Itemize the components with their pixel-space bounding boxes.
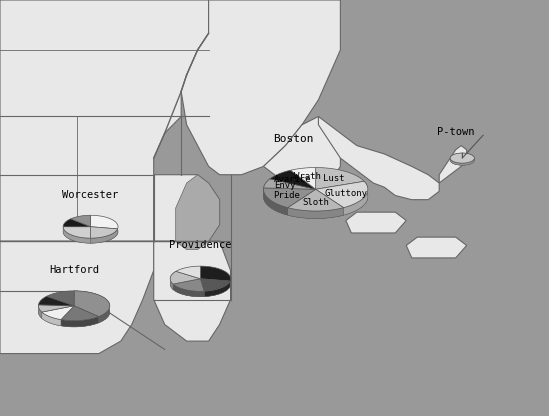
Polygon shape bbox=[200, 266, 231, 281]
Polygon shape bbox=[264, 179, 316, 189]
Polygon shape bbox=[406, 237, 467, 258]
Polygon shape bbox=[264, 116, 340, 191]
Polygon shape bbox=[154, 175, 220, 241]
Polygon shape bbox=[61, 317, 98, 327]
Polygon shape bbox=[38, 305, 74, 312]
Polygon shape bbox=[318, 116, 439, 200]
Polygon shape bbox=[0, 0, 209, 241]
Polygon shape bbox=[170, 271, 200, 284]
Ellipse shape bbox=[38, 297, 110, 327]
Text: Providence: Providence bbox=[169, 240, 232, 250]
Polygon shape bbox=[61, 306, 98, 321]
Text: Wrath: Wrath bbox=[294, 172, 321, 181]
Ellipse shape bbox=[450, 155, 474, 165]
Polygon shape bbox=[344, 181, 368, 215]
Polygon shape bbox=[176, 175, 220, 250]
Polygon shape bbox=[154, 241, 231, 341]
Polygon shape bbox=[91, 227, 117, 238]
Text: Pride: Pride bbox=[273, 191, 300, 200]
Polygon shape bbox=[38, 305, 42, 318]
Polygon shape bbox=[74, 291, 110, 323]
Polygon shape bbox=[204, 281, 230, 297]
Polygon shape bbox=[450, 153, 474, 165]
Polygon shape bbox=[264, 188, 316, 208]
Polygon shape bbox=[173, 284, 204, 297]
Polygon shape bbox=[91, 215, 118, 229]
Polygon shape bbox=[63, 219, 91, 227]
Ellipse shape bbox=[170, 272, 231, 297]
Text: Lust: Lust bbox=[323, 173, 345, 183]
Text: Gluttony: Gluttony bbox=[325, 189, 368, 198]
Polygon shape bbox=[316, 168, 364, 189]
Polygon shape bbox=[316, 181, 368, 208]
Polygon shape bbox=[450, 153, 474, 163]
Polygon shape bbox=[42, 312, 61, 326]
Text: Boston: Boston bbox=[273, 134, 314, 144]
Polygon shape bbox=[200, 279, 230, 291]
Text: Sloth: Sloth bbox=[302, 198, 329, 207]
Text: Hartford: Hartford bbox=[49, 265, 99, 275]
Polygon shape bbox=[42, 306, 74, 319]
Polygon shape bbox=[47, 291, 74, 306]
Polygon shape bbox=[173, 279, 204, 291]
Ellipse shape bbox=[264, 175, 368, 218]
Polygon shape bbox=[71, 215, 91, 227]
Text: Worcester: Worcester bbox=[63, 190, 119, 200]
Polygon shape bbox=[176, 266, 200, 279]
Polygon shape bbox=[270, 170, 316, 189]
Polygon shape bbox=[264, 188, 288, 215]
Ellipse shape bbox=[63, 220, 118, 243]
Polygon shape bbox=[288, 189, 344, 211]
Polygon shape bbox=[170, 271, 176, 290]
Polygon shape bbox=[63, 227, 91, 238]
Polygon shape bbox=[38, 296, 74, 306]
Polygon shape bbox=[91, 229, 117, 243]
Polygon shape bbox=[439, 146, 467, 183]
Polygon shape bbox=[288, 208, 344, 218]
Text: Avarice: Avarice bbox=[274, 175, 312, 184]
Polygon shape bbox=[290, 168, 316, 189]
Polygon shape bbox=[346, 212, 406, 233]
Polygon shape bbox=[74, 291, 110, 317]
Text: P-town: P-town bbox=[437, 127, 474, 137]
Polygon shape bbox=[0, 241, 154, 354]
Polygon shape bbox=[63, 227, 91, 243]
Polygon shape bbox=[264, 179, 270, 196]
Polygon shape bbox=[181, 0, 340, 175]
Text: Envy: Envy bbox=[274, 181, 295, 190]
